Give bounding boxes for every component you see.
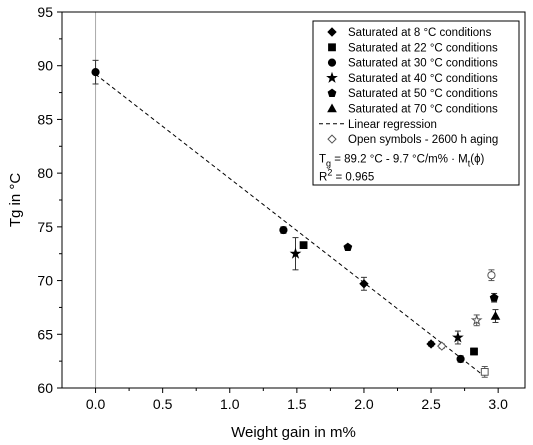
x-tick-label: 2.0 xyxy=(354,396,374,412)
legend-marker-star xyxy=(326,71,338,83)
legend-marker-diamond xyxy=(327,27,337,37)
legend-open-note: Open symbols - 2600 h aging xyxy=(348,134,498,146)
equation-part: t xyxy=(468,158,471,168)
data-point-diamond xyxy=(426,339,436,349)
data-point-star xyxy=(289,247,302,259)
y-tick-label: 90 xyxy=(37,58,53,74)
equation-part: (ϕ) xyxy=(470,153,484,165)
y-tick-label: 65 xyxy=(37,326,53,342)
data-point-diamond xyxy=(359,279,369,289)
regression-line xyxy=(95,73,483,375)
y-tick-label: 70 xyxy=(37,273,53,289)
data-point-star-open xyxy=(470,314,483,326)
legend-marker-triangle xyxy=(327,103,337,113)
x-tick-label: 2.5 xyxy=(421,396,441,412)
legend-marker-circle xyxy=(327,58,337,67)
legend-label: Saturated at 8 °C conditions xyxy=(348,27,492,39)
x-tick-label: 3.0 xyxy=(488,396,508,412)
legend-label: Saturated at 40 °C conditions xyxy=(348,73,498,85)
equation-part: T xyxy=(319,153,326,165)
x-tick-label: 1.5 xyxy=(287,396,307,412)
data-point-circle-open xyxy=(487,271,496,280)
r-squared-part: R xyxy=(319,172,327,184)
data-point-pentagon xyxy=(489,293,499,302)
legend-label: Saturated at 50 °C conditions xyxy=(348,88,498,100)
legend: Saturated at 8 °C conditions Saturated at… xyxy=(312,20,520,186)
data-point-square xyxy=(470,347,478,356)
x-axis-title: Weight gain in m% xyxy=(231,424,356,441)
y-axis-title: Tg in °C xyxy=(7,173,24,228)
y-tick-label: 60 xyxy=(37,380,53,396)
data-point-diamond-open xyxy=(437,341,447,351)
y-tick-label: 75 xyxy=(37,219,53,235)
y-tick-label: 80 xyxy=(37,165,53,181)
r-squared-part: 2 xyxy=(327,168,332,178)
data-point-square xyxy=(299,241,308,250)
legend-marker-square xyxy=(328,43,336,52)
axis-layer: 0.0 0.5 1.0 1.5 2.0 2.5 3.0 60 65 70 75 80 85 90 95 xyxy=(37,4,526,412)
x-tick-label: 0.0 xyxy=(86,396,106,412)
x-tick-label: 1.0 xyxy=(220,396,240,412)
plot-layer xyxy=(91,12,501,388)
data-point-circle xyxy=(456,354,465,364)
equation-part: g xyxy=(326,158,331,168)
legend-marker-open xyxy=(327,134,337,144)
legend-marker-pentagon xyxy=(327,88,337,97)
y-tick-label: 95 xyxy=(37,4,53,20)
legend-box xyxy=(312,20,520,186)
r-squared: R2 = 0.965 xyxy=(319,168,374,184)
legend-label: Saturated at 70 °C conditions xyxy=(348,104,498,116)
legend-label: Linear regression xyxy=(348,119,437,131)
x-tick-label: 0.5 xyxy=(153,396,173,412)
equation-part: = 89.2 °C - 9.7 °C/m% · M xyxy=(331,153,468,165)
data-point-triangle xyxy=(490,310,501,320)
legend-label: Saturated at 22 °C conditions xyxy=(348,42,498,54)
data-point-star xyxy=(452,331,464,343)
r-squared-part: = 0.965 xyxy=(332,172,374,184)
data-point-circle xyxy=(91,68,100,77)
data-point-circle xyxy=(279,225,288,235)
data-point-pentagon xyxy=(343,242,353,251)
legend-label: Saturated at 30 °C conditions xyxy=(348,58,498,70)
regression-equation: Tg = 89.2 °C - 9.7 °C/m% · Mt(ϕ) xyxy=(319,153,485,168)
data-point-square-open xyxy=(480,367,489,376)
y-tick-label: 85 xyxy=(37,111,53,127)
